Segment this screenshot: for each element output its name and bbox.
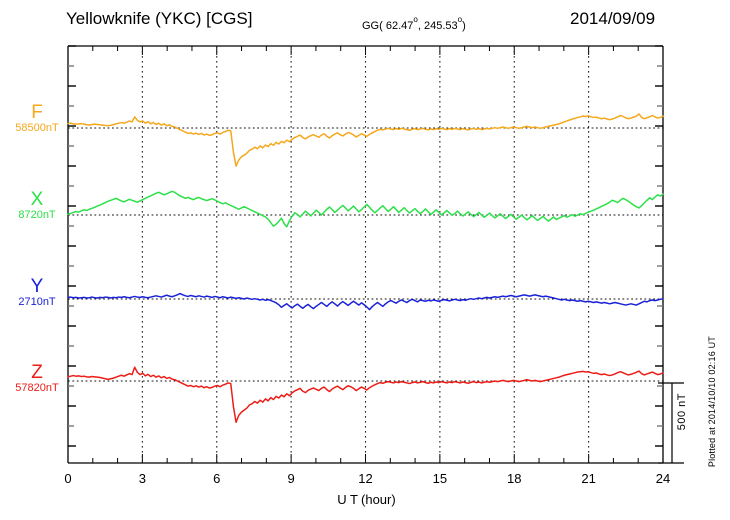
component-letter-y: Y — [30, 276, 44, 297]
component-label-y: Y 2710nT — [8, 277, 66, 309]
component-letter-z: Z — [31, 362, 43, 383]
latitude-value: 62.47 — [385, 20, 414, 32]
coords-open-paren: ( — [379, 20, 386, 32]
x-tick-label-9: 9 — [287, 471, 295, 486]
component-baseline-x: 8720nT — [18, 209, 56, 221]
degree-icon: o — [413, 15, 418, 24]
trace-y — [67, 292, 664, 311]
x-tick-label-24: 24 — [655, 471, 671, 486]
x-tick-label-0: 0 — [64, 471, 72, 486]
grid-lines — [141, 46, 590, 463]
observation-date: 2014/09/09 — [570, 9, 656, 28]
component-letter-f: F — [31, 102, 43, 123]
x-tick-label-12: 12 — [358, 471, 373, 486]
component-baseline-z: 57820nT — [15, 382, 59, 394]
component-label-f: F 58500nT — [8, 103, 66, 135]
component-letter-x: X — [30, 189, 44, 210]
x-tick-label-15: 15 — [432, 471, 448, 486]
x-axis-title-prefix: U T — [337, 492, 359, 507]
geographic-coordinates: GG( 62.47o, 245.53o) — [362, 15, 466, 32]
x-tick-label-6: 6 — [213, 471, 221, 486]
component-baseline-f: 58500nT — [15, 122, 59, 134]
x-axis-title: U T (hour) — [0, 492, 730, 507]
coord-system-label: GG — [362, 20, 380, 32]
coords-close-paren: ) — [462, 20, 466, 32]
coords-separator: , — [417, 20, 424, 32]
trace-z — [67, 366, 664, 424]
trace-f — [67, 113, 664, 167]
scale-bar — [658, 382, 684, 464]
component-label-x: X 8720nT — [8, 190, 66, 222]
baseline-lines — [68, 127, 663, 382]
scale-bar-label: 500 nT — [676, 393, 688, 431]
plotted-timestamp: Plotted at 2014/10/10 02:16 UT — [707, 336, 717, 468]
degree-icon: o — [457, 15, 463, 24]
x-tick-label-18: 18 — [507, 471, 522, 486]
x-tick-label-3: 3 — [138, 471, 146, 486]
trace-x — [67, 190, 664, 228]
data-traces — [67, 113, 664, 424]
x-tick-label-21: 21 — [581, 471, 596, 486]
page-title: Yellowknife (YKC) [CGS] — [66, 9, 253, 28]
longitude-value: 245.53 — [423, 20, 458, 32]
x-axis-title-unit: (hour) — [361, 492, 396, 507]
plot-frame — [67, 45, 664, 464]
component-label-z: Z 57820nT — [8, 363, 66, 395]
component-baseline-y: 2710nT — [18, 296, 56, 308]
